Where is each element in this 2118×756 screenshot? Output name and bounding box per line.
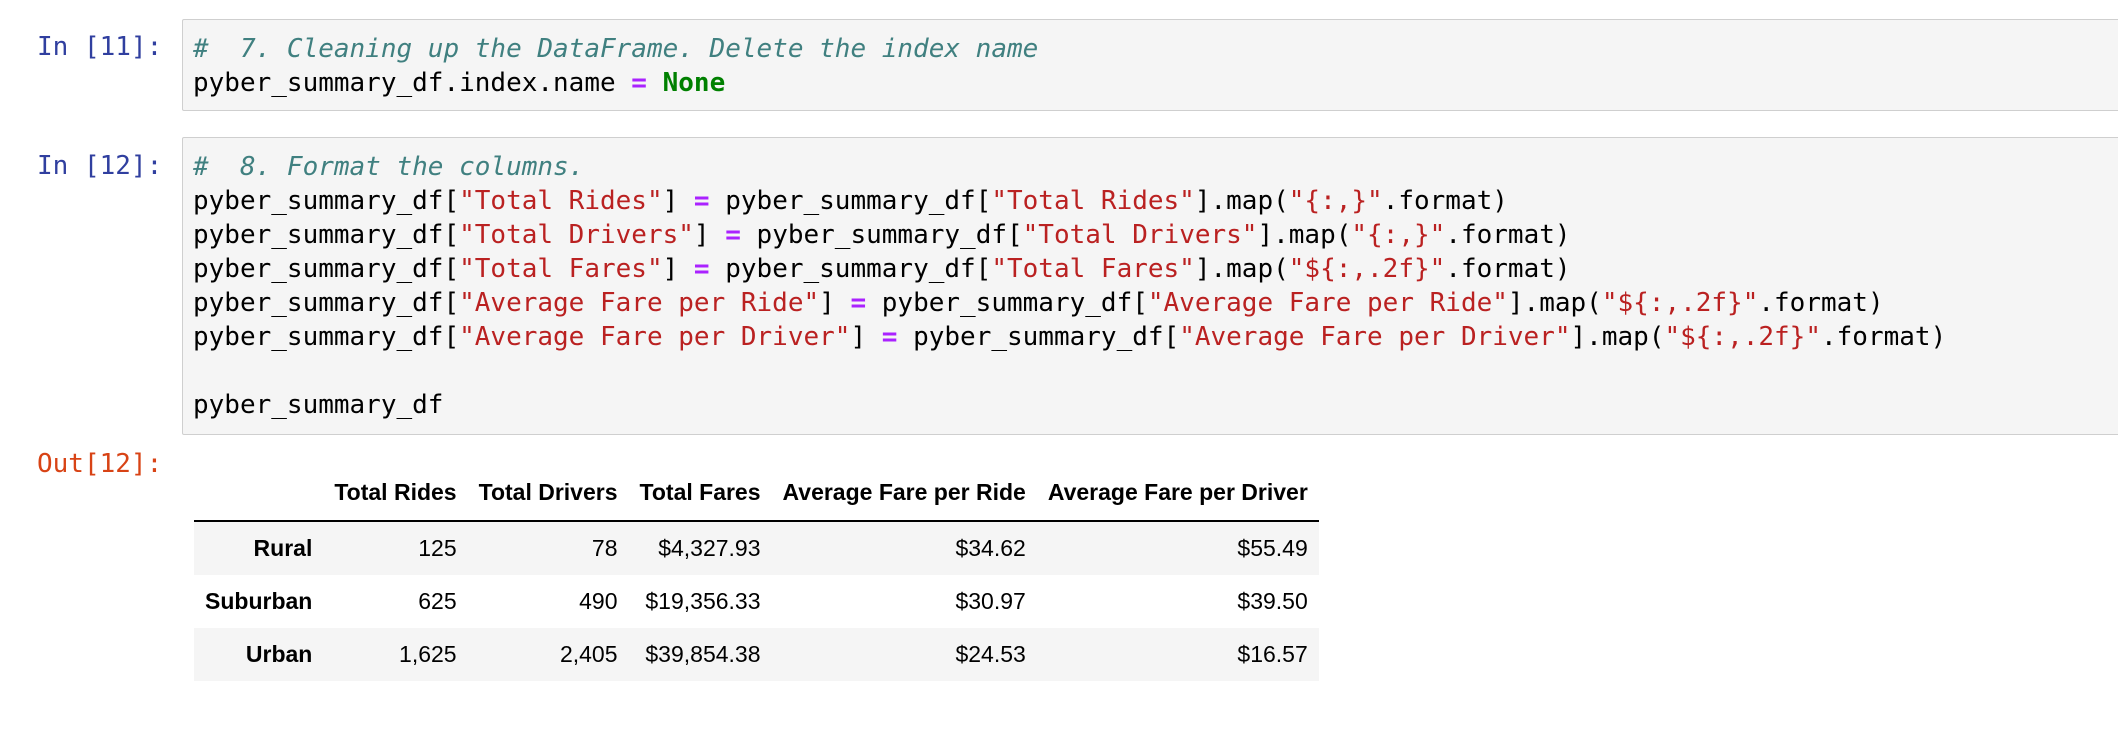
row-index: Rural (253, 535, 313, 561)
code-token: pyber_summary_df[ (740, 220, 1023, 250)
dataframe-table: Total Rides Total Drivers Total Fares Av… (194, 466, 1319, 681)
code-token: .format) (1758, 288, 1884, 318)
code-token: ] (662, 254, 694, 284)
code-token: = (850, 288, 867, 318)
code-token: ] (850, 322, 882, 352)
code-token: .format) (1445, 220, 1571, 250)
table-row: Urban 1,625 2,405 $39,854.38 $24.53 $16.… (194, 628, 1319, 681)
code-token: "{:,}" (1351, 220, 1446, 250)
table-row: Rural 125 78 $4,327.93 $34.62 $55.49 (194, 521, 1319, 575)
code-token: pyber_summary_df.index.name (193, 68, 632, 98)
table-cell: $24.53 (955, 641, 1026, 667)
column-header: Total Rides (323, 466, 468, 522)
code-token: pyber_summary_df[ (193, 220, 460, 250)
code-line: pyber_summary_df["Average Fare per Ride"… (193, 286, 2118, 320)
code-line: pyber_summary_df["Total Drivers"] = pybe… (193, 218, 2118, 252)
code-token: "Total Drivers" (1022, 220, 1258, 250)
code-token: ].map( (1257, 220, 1352, 250)
column-header: Total Fares (628, 466, 772, 522)
code-token: "${:,.2f}" (1664, 322, 1821, 352)
code-cell-11[interactable]: # 7. Cleaning up the DataFrame. Delete t… (182, 19, 2118, 111)
row-index: Suburban (205, 588, 313, 614)
code-token: "Total Fares" (459, 254, 663, 284)
code-token: ] (662, 186, 694, 216)
code-token: = (881, 322, 898, 352)
table-header-row: Total Rides Total Drivers Total Fares Av… (194, 466, 1319, 522)
table-cell: $39,854.38 (645, 641, 761, 667)
column-header: Total Drivers (467, 466, 629, 522)
code-token: pyber_summary_df[ (193, 186, 460, 216)
code-line: pyber_summary_df (193, 388, 2118, 422)
code-line: pyber_summary_df["Total Rides"] = pyber_… (193, 184, 2118, 218)
code-token: "Total Fares" (991, 254, 1195, 284)
code-token: "{:,}" (1288, 186, 1383, 216)
table-cell: 78 (591, 535, 618, 561)
code-token: ] (693, 220, 726, 250)
code-token: "Total Rides" (459, 186, 663, 216)
code-token: .format) (1821, 322, 1947, 352)
code-token: "Total Drivers" (459, 220, 694, 250)
code-token (647, 68, 663, 98)
code-token: pyber_summary_df[ (897, 322, 1180, 352)
table-cell: $34.62 (955, 535, 1026, 561)
table-cell: 490 (579, 588, 618, 614)
table-cell: 2,405 (559, 641, 618, 667)
code-token: "Average Fare per Ride" (1147, 288, 1508, 318)
column-header: Average Fare per Ride (771, 466, 1037, 522)
code-token: "Average Fare per Driver" (459, 322, 851, 352)
code-token: # 7. Cleaning up the DataFrame. Delete t… (193, 34, 1039, 64)
code-token: ].map( (1570, 322, 1665, 352)
table-cell: $55.49 (1237, 535, 1308, 561)
table-cell: $4,327.93 (658, 535, 761, 561)
code-token: ].map( (1194, 186, 1289, 216)
code-token: .format) (1445, 254, 1571, 284)
row-index: Urban (245, 641, 313, 667)
code-token: pyber_summary_df[ (709, 254, 992, 284)
input-prompt-11: In [11]: (37, 32, 163, 62)
code-line: pyber_summary_df["Total Fares"] = pyber_… (193, 252, 2118, 286)
table-cell: 625 (418, 588, 457, 614)
table-cell: $19,356.33 (645, 588, 761, 614)
code-line: # 8. Format the columns. (193, 150, 2118, 184)
column-header: Average Fare per Driver (1036, 466, 1319, 522)
code-token: ].map( (1194, 254, 1289, 284)
code-line: pyber_summary_df.index.name = None (193, 66, 2118, 100)
code-token: pyber_summary_df[ (709, 186, 992, 216)
code-line: # 7. Cleaning up the DataFrame. Delete t… (193, 32, 2118, 66)
code-token: "${:,.2f}" (1601, 288, 1759, 318)
code-token: None (662, 68, 726, 98)
table-cell: $16.57 (1237, 641, 1308, 667)
code-token: = (631, 68, 647, 98)
code-token: pyber_summary_df[ (866, 288, 1148, 318)
code-token: ].map( (1507, 288, 1602, 318)
code-cell-12[interactable]: # 8. Format the columns. pyber_summary_df… (182, 137, 2118, 435)
code-token: pyber_summary_df[ (193, 322, 460, 352)
code-token: .format) (1382, 186, 1508, 216)
input-prompt-12: In [12]: (37, 151, 163, 181)
code-line (193, 354, 2118, 388)
code-token: pyber_summary_df[ (193, 288, 460, 318)
code-token: = (725, 220, 741, 250)
output-area: Total Rides Total Drivers Total Fares Av… (194, 466, 1319, 681)
table-cell: $39.50 (1237, 588, 1308, 614)
index-header (194, 466, 324, 522)
code-token: "Average Fare per Ride" (459, 288, 820, 318)
code-token: ] (819, 288, 851, 318)
table-cell: 125 (418, 535, 457, 561)
code-token: "Average Fare per Driver" (1179, 322, 1571, 352)
code-editor[interactable]: # 8. Format the columns. pyber_summary_df… (183, 138, 2118, 422)
code-editor[interactable]: # 7. Cleaning up the DataFrame. Delete t… (183, 20, 2118, 100)
output-prompt-12: Out[12]: (37, 449, 163, 479)
code-token: "${:,.2f}" (1288, 254, 1446, 284)
code-token: "Total Rides" (991, 186, 1195, 216)
table-cell: 1,625 (399, 641, 457, 667)
code-token: = (693, 186, 710, 216)
code-line: pyber_summary_df["Average Fare per Drive… (193, 320, 2118, 354)
code-token: # 8. Format the columns. (193, 152, 585, 182)
table-row: Suburban 625 490 $19,356.33 $30.97 $39.5… (194, 575, 1319, 628)
table-cell: $30.97 (955, 588, 1026, 614)
code-token: pyber_summary_df (193, 390, 444, 420)
code-token: = (693, 254, 710, 284)
code-token: pyber_summary_df[ (193, 254, 460, 284)
